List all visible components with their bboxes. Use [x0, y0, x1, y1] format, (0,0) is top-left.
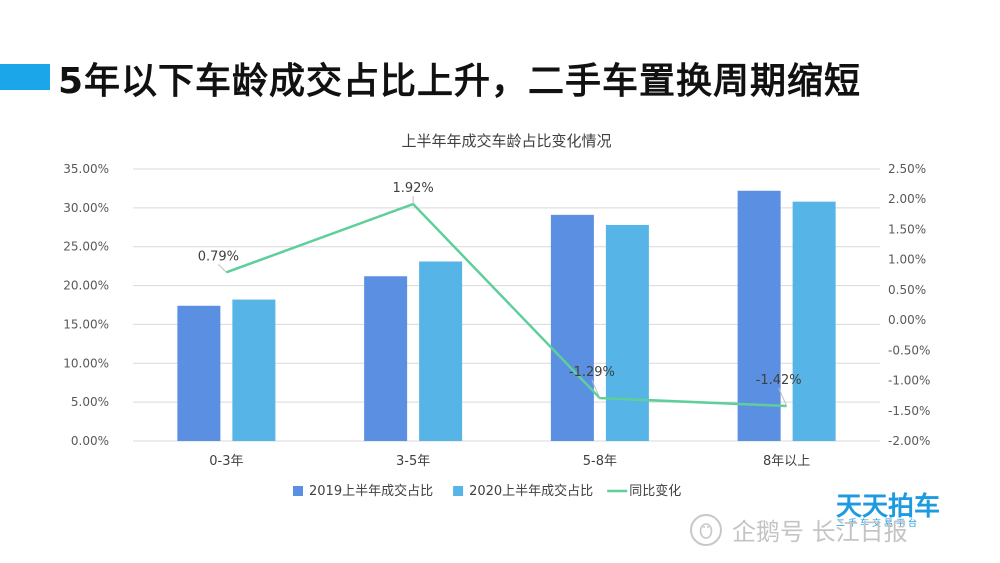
brand-watermark-sub: 二手车交易平台: [836, 519, 921, 529]
x-tick-label: 8年以上: [763, 454, 810, 469]
source-watermark-text: 企鹅号 长江日报: [732, 518, 908, 546]
title-accent-bar: [0, 64, 50, 90]
data-label-leader: [778, 387, 788, 407]
legend-swatch: [453, 486, 464, 496]
bar-2020上半年成交占比: [232, 299, 276, 441]
bar-2020上半年成交占比: [792, 201, 836, 441]
y-right-tick-label: -0.50%: [888, 343, 930, 357]
y-right-tick-label: 1.50%: [888, 222, 926, 236]
data-label: -1.42%: [756, 373, 802, 388]
bar-2019上半年成交占比: [364, 276, 408, 441]
y-right-tick-label: -2.00%: [888, 434, 930, 448]
bar-2019上半年成交占比: [550, 214, 594, 441]
y-right-tick-label: 1.00%: [888, 253, 926, 267]
legend-swatch: [293, 486, 303, 496]
y-left-tick-label: 5.00%: [71, 395, 109, 409]
x-tick-label: 0-3年: [209, 454, 243, 469]
data-label: 1.92%: [392, 181, 433, 196]
y-left-tick-label: 30.00%: [63, 201, 109, 215]
y-left-tick-label: 20.00%: [63, 279, 109, 293]
y-right-tick-label: 2.00%: [888, 192, 926, 206]
y-left-tick-label: 35.00%: [63, 162, 109, 176]
y-right-tick-label: 2.50%: [888, 162, 926, 176]
chart-title: 上半年年成交车龄占比变化情况: [401, 132, 611, 150]
line-series-同比变化: [225, 202, 787, 408]
bar-2020上半年成交占比: [605, 224, 649, 441]
data-label: 0.79%: [198, 249, 239, 264]
page-headline: 5年以下车龄成交占比上升，二手车置换周期缩短: [58, 61, 862, 102]
x-tick-label: 5-8年: [583, 454, 617, 469]
data-label-leader: [591, 379, 601, 399]
y-right-tick-label: -1.00%: [888, 374, 930, 388]
legend-label: 2019上半年成交占比: [309, 483, 433, 499]
y-right-tick-label: 0.00%: [888, 313, 926, 327]
bar-2020上半年成交占比: [419, 261, 463, 441]
y-right-tick-label: 0.50%: [888, 283, 926, 297]
brand-watermark: 天天拍车: [836, 492, 941, 522]
y-left-tick-label: 25.00%: [63, 240, 109, 254]
bar-2019上半年成交占比: [177, 305, 221, 441]
x-tick-label: 3-5年: [396, 454, 430, 469]
legend-label: 同比变化: [629, 483, 681, 499]
y-left-tick-label: 10.00%: [63, 356, 109, 370]
y-left-tick-label: 15.00%: [63, 317, 109, 331]
legend-label: 2020上半年成交占比: [469, 483, 593, 499]
bar-2019上半年成交占比: [737, 190, 781, 441]
data-label: -1.29%: [569, 365, 615, 380]
y-left-tick-label: 0.00%: [71, 434, 109, 448]
source-watermark: 企鹅号 长江日报: [690, 512, 908, 547]
data-label-leader: [218, 264, 227, 273]
penguin-icon: [690, 513, 722, 546]
y-right-tick-label: -1.50%: [888, 404, 930, 418]
